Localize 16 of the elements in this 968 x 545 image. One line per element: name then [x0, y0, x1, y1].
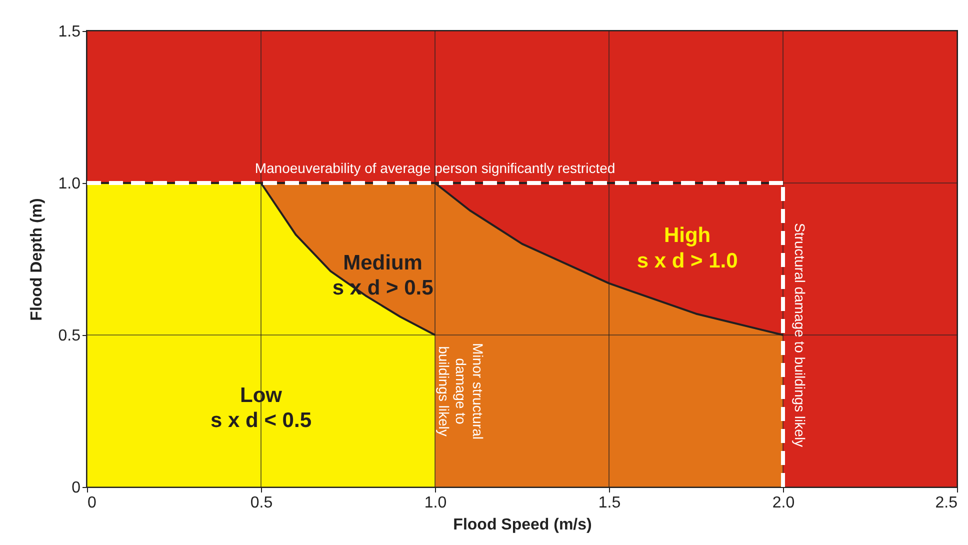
x-tick-label: 0	[88, 494, 96, 512]
y-tick-label: 1.5	[58, 24, 81, 40]
annotation: Minor structural damage to buildings likely	[436, 343, 486, 440]
ref-line-label: Structural damage to buildings likely	[792, 222, 808, 448]
y-tick-label: 1.0	[58, 176, 81, 192]
ref-line-label: Manoeuverability of average person significantly restricted	[254, 160, 616, 176]
x-tick-label: 2.5	[935, 494, 958, 512]
y-tick-label: 0.5	[58, 328, 81, 344]
y-axis-title: Flood Depth (m)	[28, 198, 46, 321]
x-tick-label: 1.5	[598, 494, 621, 512]
x-axis-title: Flood Speed (m/s)	[453, 516, 592, 534]
annotation: High s x d > 1.0	[636, 224, 738, 272]
x-tick-label: 2.0	[772, 494, 795, 512]
x-tick-label: 0.5	[250, 494, 273, 512]
x-tick-label: 1.0	[424, 494, 447, 512]
y-tick-label: 0	[72, 480, 81, 496]
